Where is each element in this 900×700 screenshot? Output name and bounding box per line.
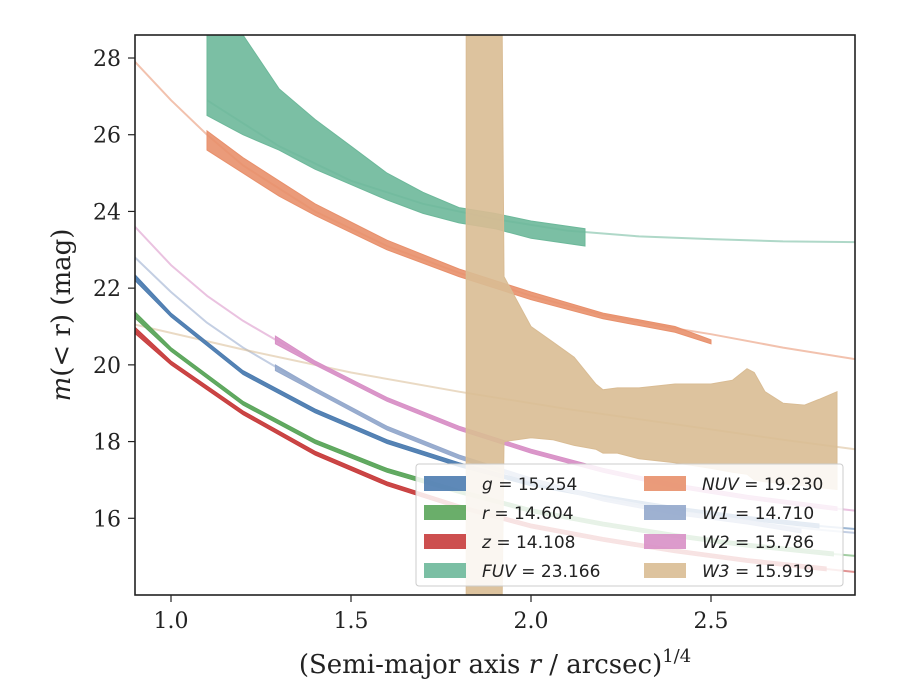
- y-tick-label: 26: [93, 124, 121, 149]
- profile-band-fuv: [206, 35, 586, 247]
- x-tick-label: 1.5: [334, 609, 369, 634]
- y-axis-label: m(< r) (mag): [47, 229, 77, 402]
- legend-swatch-w3: [644, 563, 686, 578]
- legend-swatch-nuv: [644, 476, 686, 491]
- x-axis-label-main: (Semi-major axis: [299, 650, 529, 680]
- profile-band-nuv: [206, 129, 712, 345]
- y-axis-label-rest: (< r) (mag): [47, 229, 77, 377]
- legend: g = 15.254 r = 14.604 z = 14.108 FUV = 23.1…: [415, 463, 844, 587]
- x-axis-label: (Semi-major axis r / arcsec)1/4: [299, 646, 691, 680]
- legend-box: [415, 463, 844, 587]
- x-axis-label-unit: / arcsec): [541, 650, 662, 680]
- ticks-layer: 1.0 1.5 2.0 2.5 16 18 20 22 24 26 28: [93, 47, 729, 634]
- y-tick-label: 28: [93, 47, 121, 72]
- legend-swatch-w2: [644, 534, 686, 549]
- x-axis-label-exponent: 1/4: [662, 646, 691, 667]
- legend-label-g: g = 15.254: [482, 475, 577, 495]
- y-tick-label: 20: [93, 354, 121, 379]
- legend-swatch-z: [424, 534, 466, 549]
- legend-label-z: z = 14.108: [481, 533, 575, 553]
- y-axis-label-var: m: [47, 377, 77, 402]
- x-tick-label: 1.0: [154, 609, 189, 634]
- profile-band-w3: [465, 35, 838, 595]
- legend-swatch-g: [424, 476, 466, 491]
- legend-label-w3: W3 = 15.919: [702, 562, 814, 582]
- y-tick-label: 18: [93, 431, 121, 456]
- legend-label-w1: W1 = 14.710: [702, 504, 814, 524]
- y-tick-label: 16: [93, 507, 121, 532]
- x-tick-label: 2.5: [694, 609, 729, 634]
- x-tick-label: 2.0: [514, 609, 549, 634]
- legend-label-w2: W2 = 15.786: [702, 533, 814, 553]
- y-tick-label: 22: [93, 277, 121, 302]
- legend-swatch-fuv: [424, 563, 466, 578]
- legend-swatch-w1: [644, 505, 686, 520]
- x-axis-label-var: r: [529, 650, 543, 680]
- legend-swatch-r: [424, 505, 466, 520]
- plot-frame: [134, 34, 856, 596]
- legend-label-fuv: FUV = 23.166: [482, 562, 600, 582]
- legend-label-r: r = 14.604: [482, 504, 574, 524]
- legend-label-nuv: NUV = 19.230: [702, 475, 823, 495]
- profile-bands-layer: [135, 35, 838, 595]
- y-tick-label: 24: [93, 200, 121, 225]
